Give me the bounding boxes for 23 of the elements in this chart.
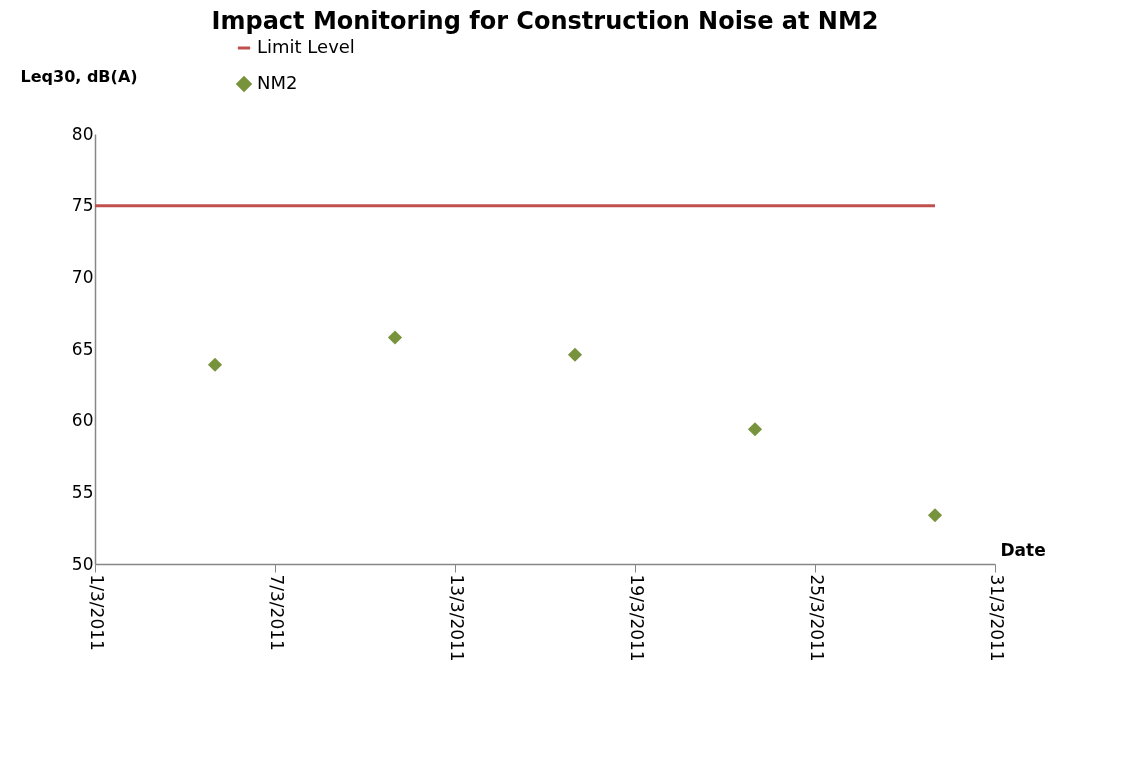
x-tick-label: 13/3/2011 — [446, 574, 467, 662]
y-tick-label: 80 — [71, 123, 94, 144]
point — [747, 422, 763, 437]
x-tick-label: 25/3/2011 — [806, 574, 827, 662]
y-tick-label: 55 — [71, 481, 94, 502]
x-tick-label: 1/3/2011 — [86, 574, 107, 651]
y-tick-label: 50 — [71, 553, 94, 574]
x-tick-label: 7/3/2011 — [266, 574, 287, 651]
legend-label: NM2 — [257, 72, 298, 93]
y-tick-label: 65 — [71, 338, 94, 359]
point — [207, 357, 223, 372]
point — [567, 347, 583, 362]
y-tick-label: 75 — [71, 195, 94, 216]
chart-title: Impact Monitoring for Construction Noise at NM2 — [211, 7, 879, 35]
x-tick-label: 19/3/2011 — [626, 574, 647, 662]
y-tick-label: 60 — [71, 410, 94, 431]
y-tick-label: 70 — [71, 266, 94, 287]
x-tick-label: 31/3/2011 — [986, 574, 1007, 662]
y-axis-title: Leq30, dB(A) — [20, 66, 138, 86]
x-axis-title: Date — [1000, 539, 1046, 560]
point — [927, 508, 943, 523]
point — [387, 330, 403, 345]
legend-label: Limit Level — [257, 36, 355, 57]
